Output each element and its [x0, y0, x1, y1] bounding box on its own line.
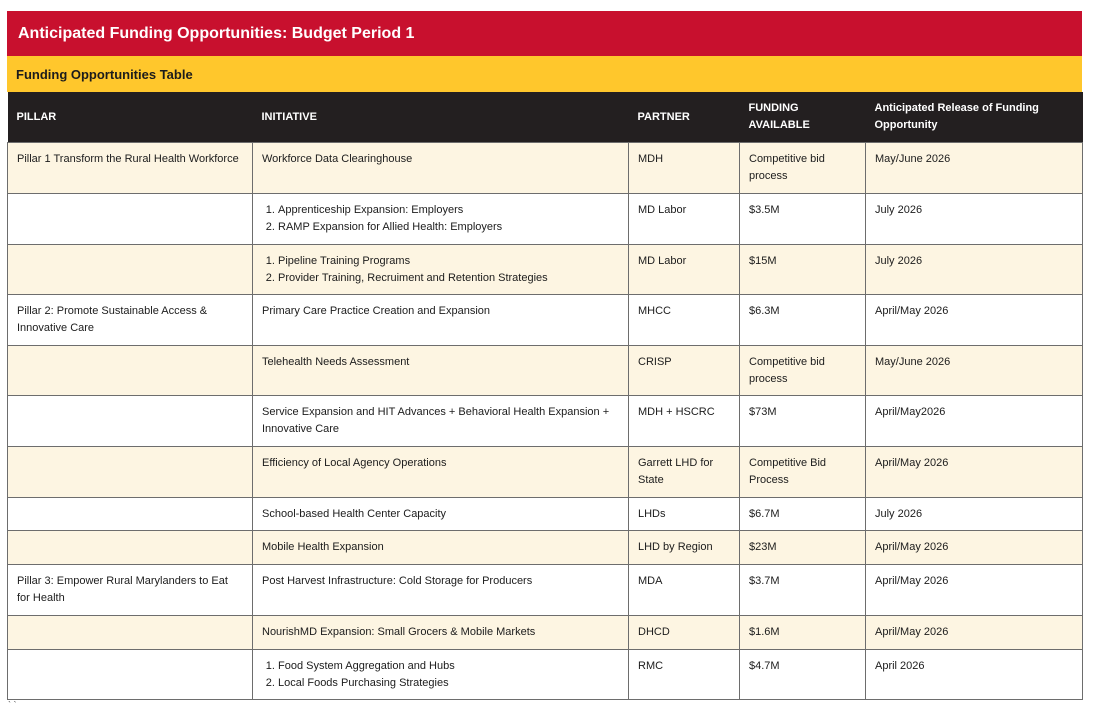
- table-row: Pillar 2: Promote Sustainable Access & I…: [7, 294, 1083, 346]
- cell-initiative: School-based Health Center Capacity: [252, 497, 629, 531]
- initiative-list-item: RAMP Expansion for Allied Health: Employ…: [278, 219, 619, 236]
- header-release: Anticipated Release of Funding Opportuni…: [865, 92, 1083, 143]
- cell-initiative: Food System Aggregation and HubsLocal Fo…: [252, 649, 629, 700]
- cell-pillar: [7, 530, 253, 565]
- cell-release: May/June 2026: [865, 345, 1083, 396]
- cell-partner: RMC: [628, 649, 740, 700]
- table-body: Pillar 1 Transform the Rural Health Work…: [7, 142, 1083, 700]
- cell-funding: $23M: [739, 530, 866, 565]
- cell-funding: $4.7M: [739, 649, 866, 700]
- initiative-list: Pipeline Training ProgramsProvider Train…: [262, 253, 619, 287]
- cell-partner: MD Labor: [628, 193, 740, 245]
- table-row: Efficiency of Local Agency Operations Gar…: [7, 446, 1083, 498]
- cell-pillar: [7, 395, 253, 447]
- cell-pillar: [7, 497, 253, 531]
- cell-initiative: Apprenticeship Expansion: EmployersRAMP …: [252, 193, 629, 245]
- table-row: Mobile Health Expansion LHD by Region $23M…: [7, 530, 1083, 565]
- cell-initiative: NourishMD Expansion: Small Grocers & Mob…: [252, 615, 629, 650]
- cell-partner: LHD by Region: [628, 530, 740, 565]
- cell-release: July 2026: [865, 193, 1083, 245]
- cell-pillar: Pillar 1 Transform the Rural Health Work…: [7, 142, 253, 194]
- cell-partner: LHDs: [628, 497, 740, 531]
- cell-partner: CRISP: [628, 345, 740, 396]
- cell-pillar: [7, 446, 253, 498]
- table-row: Pipeline Training ProgramsProvider Train…: [7, 244, 1083, 295]
- cell-release: April/May 2026: [865, 615, 1083, 650]
- cell-initiative: Workforce Data Clearinghouse: [252, 142, 629, 194]
- footnote: ` `: [8, 700, 17, 710]
- cell-pillar: [7, 244, 253, 295]
- cell-partner: MDH + HSCRC: [628, 395, 740, 447]
- cell-partner: DHCD: [628, 615, 740, 650]
- cell-pillar: [7, 345, 253, 396]
- cell-funding: $3.7M: [739, 564, 866, 616]
- cell-pillar: Pillar 3: Empower Rural Marylanders to E…: [7, 564, 253, 616]
- initiative-list-item: Pipeline Training Programs: [278, 253, 619, 270]
- cell-partner: MD Labor: [628, 244, 740, 295]
- cell-pillar: [7, 649, 253, 700]
- initiative-list-item: Food System Aggregation and Hubs: [278, 658, 619, 675]
- cell-funding: Competitive Bid Process: [739, 446, 866, 498]
- cell-initiative: Service Expansion and HIT Advances + Beh…: [252, 395, 629, 447]
- initiative-list: Food System Aggregation and HubsLocal Fo…: [262, 658, 619, 692]
- initiative-list-item: Local Foods Purchasing Strategies: [278, 675, 619, 692]
- cell-initiative: Efficiency of Local Agency Operations: [252, 446, 629, 498]
- cell-release: July 2026: [865, 497, 1083, 531]
- cell-initiative: Telehealth Needs Assessment: [252, 345, 629, 396]
- funding-table: PILLAR INITIATIVE PARTNER FUNDING AVAILA…: [7, 92, 1083, 700]
- cell-release: April/May 2026: [865, 530, 1083, 565]
- table-row: Pillar 1 Transform the Rural Health Work…: [7, 142, 1083, 194]
- cell-pillar: [7, 615, 253, 650]
- header-funding: FUNDING AVAILABLE: [739, 92, 866, 143]
- table-row: Telehealth Needs Assessment CRISP Competit…: [7, 345, 1083, 396]
- table-row: Pillar 3: Empower Rural Marylanders to E…: [7, 564, 1083, 616]
- cell-partner: MDA: [628, 564, 740, 616]
- initiative-list: Apprenticeship Expansion: EmployersRAMP …: [262, 202, 619, 236]
- table-row: School-based Health Center Capacity LHDs $…: [7, 497, 1083, 531]
- cell-initiative: Mobile Health Expansion: [252, 530, 629, 565]
- header-pillar: PILLAR: [7, 92, 253, 143]
- funding-opportunities-panel: Anticipated Funding Opportunities: Budge…: [7, 11, 1083, 700]
- initiative-list-item: Apprenticeship Expansion: Employers: [278, 202, 619, 219]
- cell-release: April/May 2026: [865, 294, 1083, 346]
- cell-funding: $6.7M: [739, 497, 866, 531]
- table-row: Service Expansion and HIT Advances + Beh…: [7, 395, 1083, 447]
- cell-funding: Competitive bid process: [739, 142, 866, 194]
- cell-partner: MDH: [628, 142, 740, 194]
- cell-initiative: Post Harvest Infrastructure: Cold Storag…: [252, 564, 629, 616]
- page-title: Anticipated Funding Opportunities: Budge…: [7, 11, 1082, 56]
- cell-funding: $1.6M: [739, 615, 866, 650]
- cell-release: May/June 2026: [865, 142, 1083, 194]
- header-partner: PARTNER: [628, 92, 740, 143]
- cell-funding: $73M: [739, 395, 866, 447]
- table-title: Funding Opportunities Table: [7, 56, 1082, 92]
- cell-release: April/May2026: [865, 395, 1083, 447]
- cell-release: April/May 2026: [865, 564, 1083, 616]
- table-row: Food System Aggregation and HubsLocal Fo…: [7, 649, 1083, 700]
- table-row: NourishMD Expansion: Small Grocers & Mob…: [7, 615, 1083, 650]
- cell-initiative: Pipeline Training ProgramsProvider Train…: [252, 244, 629, 295]
- cell-pillar: [7, 193, 253, 245]
- cell-partner: Garrett LHD for State: [628, 446, 740, 498]
- cell-release: April 2026: [865, 649, 1083, 700]
- cell-funding: $15M: [739, 244, 866, 295]
- table-row: Apprenticeship Expansion: EmployersRAMP …: [7, 193, 1083, 245]
- header-initiative: INITIATIVE: [252, 92, 629, 143]
- cell-funding: Competitive bid process: [739, 345, 866, 396]
- cell-release: April/May 2026: [865, 446, 1083, 498]
- cell-partner: MHCC: [628, 294, 740, 346]
- cell-pillar: Pillar 2: Promote Sustainable Access & I…: [7, 294, 253, 346]
- initiative-list-item: Provider Training, Recruiment and Retent…: [278, 270, 619, 287]
- cell-initiative: Primary Care Practice Creation and Expan…: [252, 294, 629, 346]
- cell-funding: $6.3M: [739, 294, 866, 346]
- table-header-row: PILLAR INITIATIVE PARTNER FUNDING AVAILA…: [7, 92, 1083, 143]
- cell-release: July 2026: [865, 244, 1083, 295]
- cell-funding: $3.5M: [739, 193, 866, 245]
